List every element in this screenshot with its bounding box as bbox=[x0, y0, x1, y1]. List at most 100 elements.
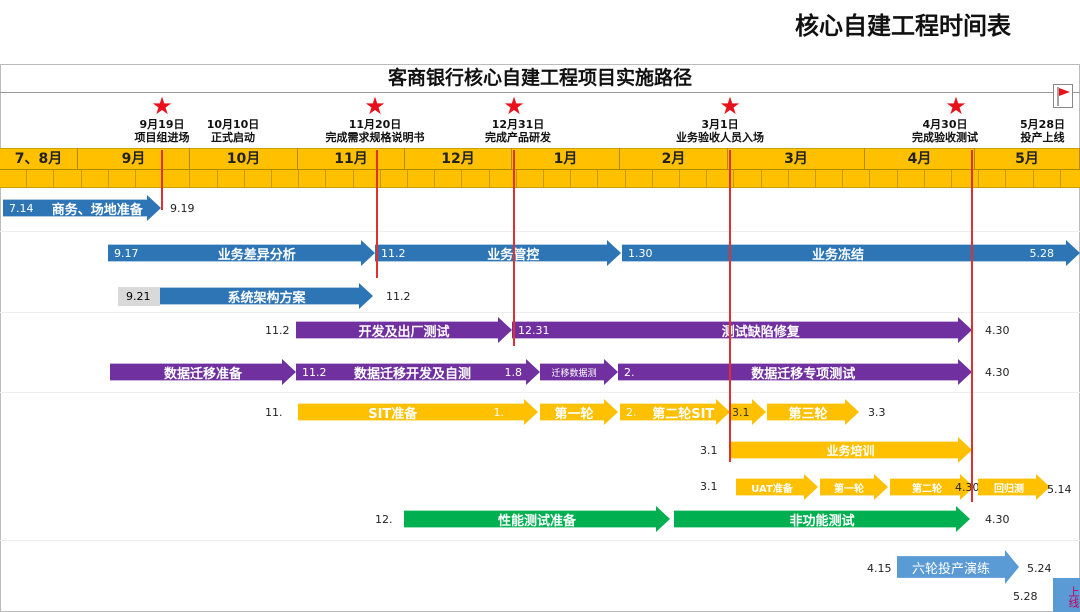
end-date: 3.3 bbox=[868, 406, 886, 419]
bar-start: 7.14 bbox=[9, 201, 34, 215]
page-title: 核心自建工程时间表 bbox=[795, 12, 1011, 40]
month-1: 1月 bbox=[512, 148, 620, 170]
bar-label: 数据迁移开发及自测 bbox=[353, 366, 471, 382]
milestone: 3月1日 业务验收人员入场 bbox=[660, 118, 780, 144]
milestone-date: 3月1日 bbox=[701, 118, 739, 131]
week-cell bbox=[408, 170, 436, 188]
week-cell bbox=[190, 170, 218, 188]
milestone-text: 业务验收人员入场 bbox=[676, 131, 764, 144]
milestone-text: 完成验收测试 bbox=[912, 131, 978, 144]
week-cell bbox=[544, 170, 572, 188]
chart-title: 客商银行核心自建工程项目实施路径 bbox=[0, 64, 1080, 93]
bar-start: 11.2 bbox=[381, 246, 406, 260]
bar-label: 迁移数据测 bbox=[551, 368, 597, 379]
bar-label: 第二轮SIT bbox=[652, 406, 715, 422]
week-cell bbox=[789, 170, 816, 188]
bar-label: 数据迁移准备 bbox=[163, 366, 242, 382]
week-cell bbox=[843, 170, 871, 188]
milestone-date: 12月31日 bbox=[491, 118, 545, 131]
week-cell bbox=[0, 170, 28, 188]
month-7-8: 7、8月 bbox=[0, 148, 78, 170]
bar-end: 1.8 bbox=[504, 365, 522, 379]
start-box: 9.21 bbox=[118, 287, 160, 306]
end-date: 9.19 bbox=[170, 202, 195, 215]
end-date: 11.2 bbox=[386, 290, 411, 303]
bar-label: 业务培训 bbox=[826, 443, 875, 458]
bar-label: 业务差异分析 bbox=[217, 247, 296, 263]
month-4: 4月 bbox=[865, 148, 975, 170]
week-cell bbox=[1006, 170, 1034, 188]
timeline-band bbox=[0, 148, 1080, 188]
bar-start: 2. bbox=[624, 365, 635, 379]
bar-label: 系统架构方案 bbox=[227, 290, 306, 306]
week-cell bbox=[680, 170, 708, 188]
week-cell bbox=[27, 170, 55, 188]
mid-date: 4.30 bbox=[955, 481, 980, 494]
week-cell bbox=[626, 170, 653, 188]
week-cell bbox=[598, 170, 626, 188]
start-date: 12. bbox=[375, 513, 393, 526]
week-cell bbox=[707, 170, 735, 188]
week-cell bbox=[925, 170, 952, 188]
milestone-line bbox=[161, 150, 163, 210]
star-icon: ★ bbox=[719, 92, 741, 120]
flag-icon bbox=[1053, 84, 1073, 108]
milestone-line bbox=[513, 150, 515, 346]
week-cell bbox=[870, 170, 898, 188]
bar-label: 性能测试准备 bbox=[497, 513, 576, 529]
milestone-line bbox=[729, 150, 731, 462]
bar-start: 3.1 bbox=[732, 405, 750, 419]
week-cell bbox=[163, 170, 191, 188]
week-cell bbox=[898, 170, 925, 188]
row-divider bbox=[0, 540, 1080, 541]
bar-label: 非功能测试 bbox=[789, 513, 855, 529]
month-12: 12月 bbox=[405, 148, 512, 170]
end-date: 4.30 bbox=[985, 366, 1010, 379]
milestone: 9月19日 项目组进场 bbox=[120, 118, 204, 144]
star-icon: ★ bbox=[364, 92, 386, 120]
month-3: 3月 bbox=[728, 148, 865, 170]
week-cell bbox=[272, 170, 300, 188]
milestone-text: 项目组进场 bbox=[134, 131, 190, 144]
week-cell bbox=[653, 170, 680, 188]
week-cell bbox=[1061, 170, 1080, 188]
milestone: 11月20日 完成需求规格说明书 bbox=[305, 118, 445, 144]
row-divider bbox=[0, 312, 1080, 313]
week-cell bbox=[218, 170, 245, 188]
milestone-text: 完成需求规格说明书 bbox=[325, 131, 425, 144]
milestone-date: 10月10日 bbox=[206, 118, 260, 131]
go-live-date: 5.28 bbox=[1013, 590, 1038, 603]
month-2: 2月 bbox=[620, 148, 728, 170]
bar-label: SIT准备 bbox=[368, 406, 418, 422]
week-cell bbox=[517, 170, 544, 188]
week-cell bbox=[490, 170, 517, 188]
month-9: 9月 bbox=[78, 148, 190, 170]
star-icon: ★ bbox=[151, 92, 173, 120]
bar-label: 测试缺陷修复 bbox=[721, 324, 800, 340]
bar-start: 12.31 bbox=[518, 323, 550, 337]
milestone-text: 投产上线 bbox=[1020, 131, 1065, 144]
start-date: 11.2 bbox=[265, 324, 290, 337]
row-divider bbox=[0, 231, 1080, 232]
bar-end: 5.28 bbox=[1029, 246, 1054, 260]
bar-start: 1.30 bbox=[628, 246, 653, 260]
week-cell bbox=[381, 170, 408, 188]
start-date: 3.1 bbox=[700, 444, 718, 457]
star-icon: ★ bbox=[945, 92, 967, 120]
end-date: 5.24 bbox=[1027, 562, 1052, 575]
bar-label: 商务、场地准备 bbox=[51, 202, 143, 218]
month-11: 11月 bbox=[298, 148, 405, 170]
star-icon: ★ bbox=[503, 92, 525, 120]
milestone-line bbox=[971, 150, 973, 502]
milestone-date: 5月28日 bbox=[1020, 118, 1065, 131]
milestone-date: 4月30日 bbox=[922, 118, 968, 131]
week-cell bbox=[816, 170, 844, 188]
week-cell bbox=[299, 170, 327, 188]
week-cell bbox=[952, 170, 980, 188]
bar-label: 第一轮 bbox=[554, 406, 594, 422]
bar-label: UAT准备 bbox=[751, 483, 793, 495]
week-cell bbox=[1034, 170, 1061, 188]
week-cell bbox=[435, 170, 463, 188]
end-date: 4.30 bbox=[985, 324, 1010, 337]
week-cell bbox=[245, 170, 272, 188]
